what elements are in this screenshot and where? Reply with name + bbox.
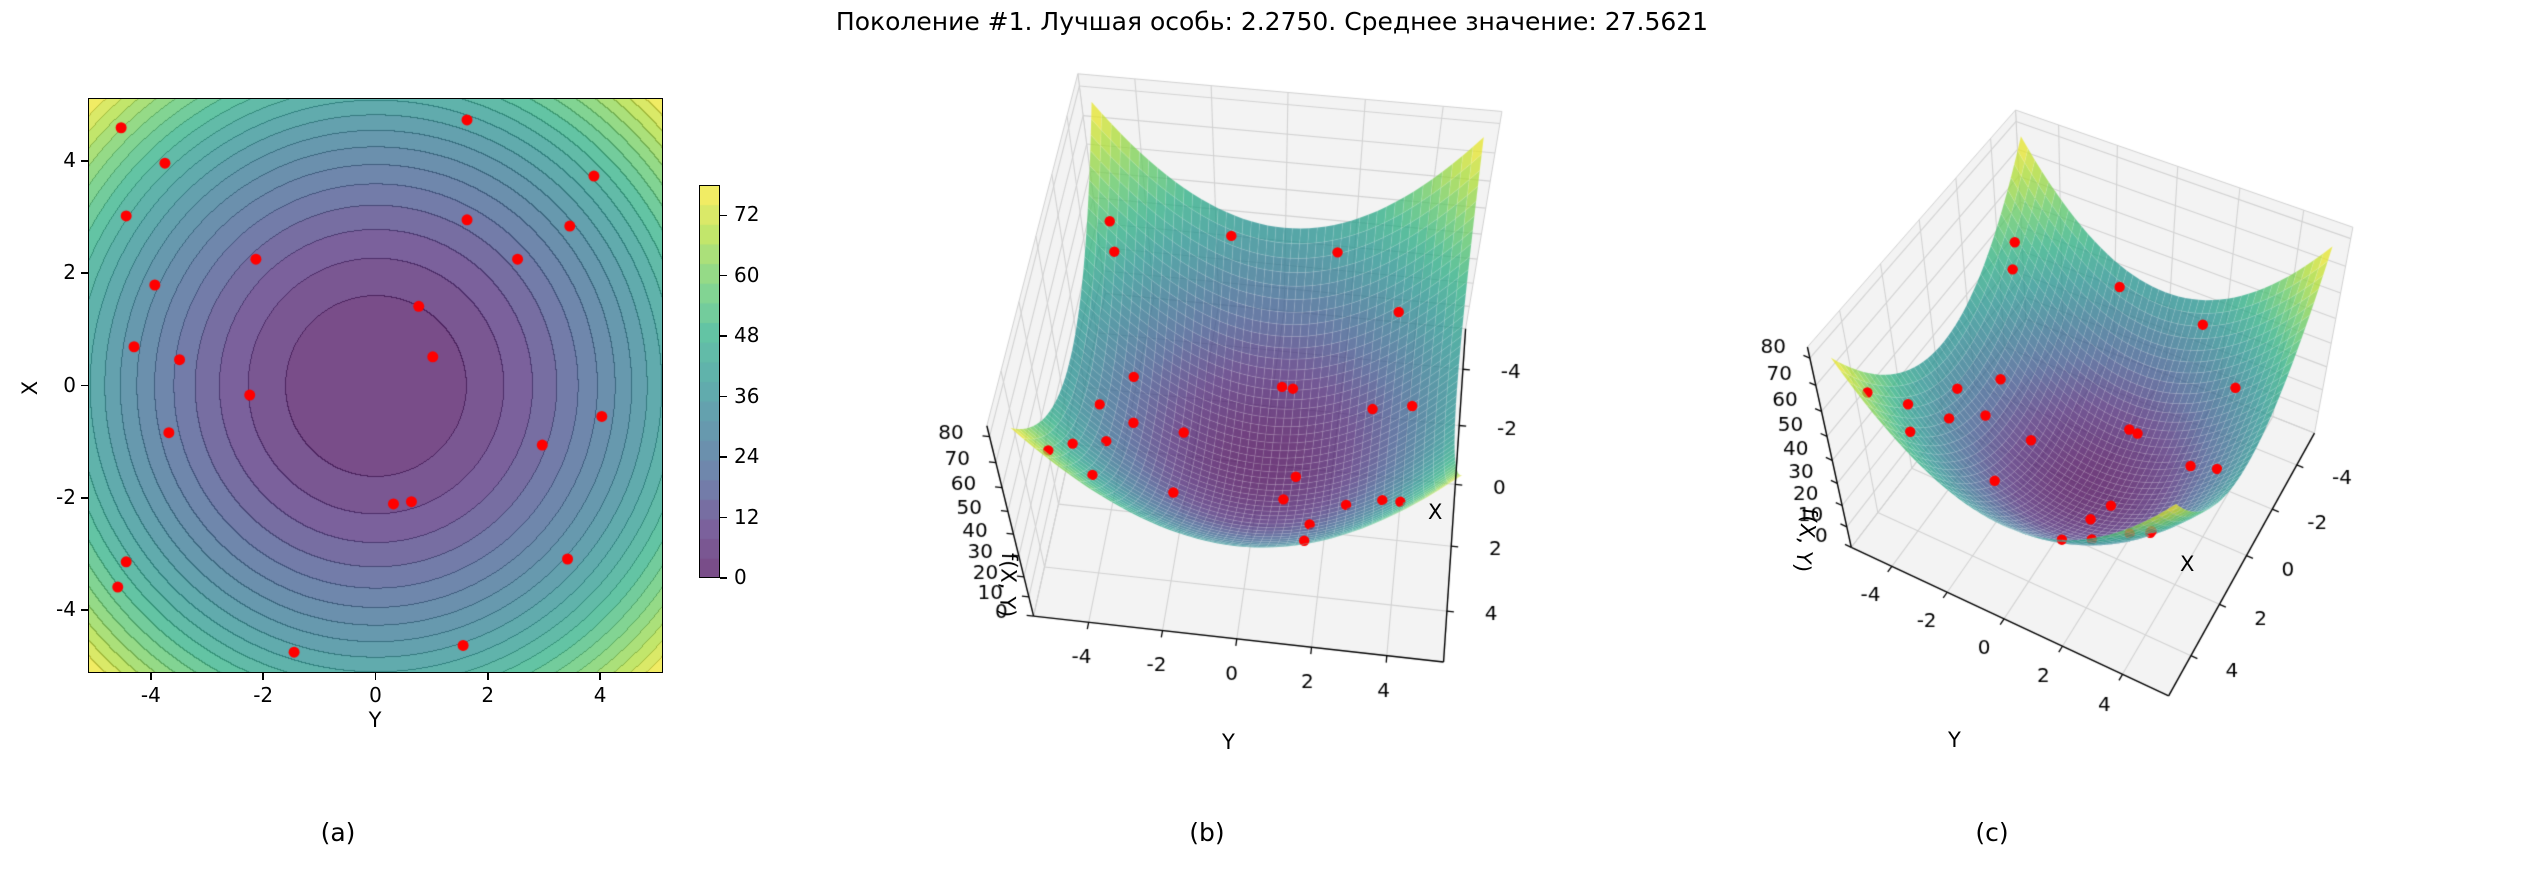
x-tick-label: 4 (593, 683, 607, 707)
contour-xaxis-label: Y (368, 708, 382, 732)
y-tick-mark (81, 609, 88, 611)
surface-b-zaxis-label: f(X, Y) (994, 552, 1022, 618)
x-tick-mark (487, 673, 489, 680)
caption-b: (b) (1189, 818, 1225, 847)
colorbar-tick-label: 72 (734, 202, 760, 227)
colorbar-tick-label: 48 (734, 323, 760, 348)
colorbar-tick-label: 12 (734, 504, 760, 529)
colorbar-tick-label: 24 (734, 444, 760, 469)
y-tick-label: 2 (63, 260, 76, 285)
surface-b-xaxis-label: Y (1222, 730, 1235, 754)
x-tick-mark (150, 673, 152, 680)
x-tick-mark (262, 673, 264, 680)
colorbar-tick-mark (720, 516, 727, 519)
y-tick-mark (81, 384, 88, 387)
y-tick-mark (81, 160, 88, 162)
colorbar-tick-label: 36 (734, 383, 760, 408)
x-tick-label: 0 (369, 683, 382, 707)
y-tick-mark (81, 497, 88, 499)
surface-plot-b-canvas (880, 25, 1710, 825)
y-tick-mark (81, 272, 88, 274)
colorbar-tick-mark (720, 214, 727, 216)
colorbar-tick-mark (720, 456, 727, 458)
colorbar-tick-label: 60 (734, 262, 760, 287)
x-tick-mark (374, 673, 377, 680)
colorbar-tick-mark (720, 274, 727, 277)
colorbar-canvas (699, 185, 720, 578)
colorbar-tick-mark (720, 395, 727, 398)
colorbar-tick-mark (720, 335, 727, 337)
x-tick-label: 2 (481, 683, 495, 707)
x-tick-label: -4 (140, 683, 161, 707)
caption-c: (c) (1975, 818, 2009, 847)
caption-a: (a) (320, 818, 356, 847)
y-tick-label: -2 (56, 484, 76, 509)
contour-plot-canvas (88, 98, 663, 673)
contour-yaxis-label: X (18, 380, 42, 396)
y-tick-label: -4 (56, 597, 76, 622)
colorbar-tick-mark (720, 577, 727, 579)
surface-c-yaxis-label: X (2180, 552, 2195, 576)
colorbar-tick-label: 0 (734, 565, 747, 589)
x-tick-label: -2 (253, 683, 274, 707)
y-tick-label: 0 (63, 372, 76, 397)
surface-plot-c-canvas (1735, 20, 2544, 850)
surface-b-yaxis-label: X (1428, 500, 1443, 524)
surface-c-xaxis-label: Y (1948, 728, 1961, 752)
y-tick-label: 4 (63, 147, 76, 172)
x-tick-mark (599, 673, 601, 680)
